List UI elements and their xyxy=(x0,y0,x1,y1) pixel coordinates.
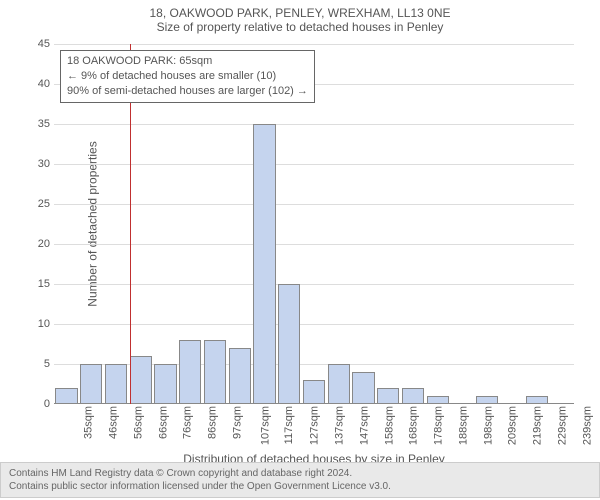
y-tick-label: 20 xyxy=(20,238,50,250)
x-tick-label: 46sqm xyxy=(108,406,120,439)
gridline xyxy=(54,204,574,205)
x-tick-label: 229sqm xyxy=(556,406,568,445)
x-tick-label: 137sqm xyxy=(334,406,346,445)
histogram-bar xyxy=(328,364,350,404)
histogram-bar xyxy=(303,380,325,404)
x-tick-label: 97sqm xyxy=(231,406,243,439)
x-tick-label: 158sqm xyxy=(383,406,395,445)
histogram-bar xyxy=(278,284,300,404)
x-tick-label: 219sqm xyxy=(532,406,544,445)
y-tick-label: 35 xyxy=(20,118,50,130)
histogram-bar xyxy=(154,364,176,404)
y-tick-label: 45 xyxy=(20,38,50,50)
histogram-bar xyxy=(105,364,127,404)
histogram-bar xyxy=(427,396,449,404)
y-tick-label: 25 xyxy=(20,198,50,210)
histogram-bar xyxy=(204,340,226,404)
footer-line: Contains HM Land Registry data © Crown c… xyxy=(9,467,591,480)
footer: Contains HM Land Registry data © Crown c… xyxy=(0,462,600,498)
histogram-bar xyxy=(377,388,399,404)
x-tick-label: 188sqm xyxy=(457,406,469,445)
x-tick-label: 178sqm xyxy=(433,406,445,445)
x-tick-label: 56sqm xyxy=(132,406,144,439)
footer-line: Contains public sector information licen… xyxy=(9,480,591,493)
histogram-bar xyxy=(526,396,548,404)
y-tick-label: 15 xyxy=(20,278,50,290)
x-tick-label: 117sqm xyxy=(284,406,296,444)
x-tick-label: 209sqm xyxy=(507,406,519,445)
page-title: 18, OAKWOOD PARK, PENLEY, WREXHAM, LL13 … xyxy=(0,0,600,20)
y-tick-label: 30 xyxy=(20,158,50,170)
annotation-line: 18 OAKWOOD PARK: 65sqm xyxy=(67,54,308,69)
chart-area: Number of detached properties 0510152025… xyxy=(54,44,574,404)
gridline xyxy=(54,284,574,285)
y-tick-label: 10 xyxy=(20,318,50,330)
annotation-box: 18 OAKWOOD PARK: 65sqm ← 9% of detached … xyxy=(60,50,315,103)
x-tick-label: 76sqm xyxy=(182,406,194,439)
histogram-bar xyxy=(80,364,102,404)
histogram-bar xyxy=(55,388,77,404)
x-tick-label: 239sqm xyxy=(581,406,593,445)
histogram-bar xyxy=(253,124,275,404)
gridline xyxy=(54,124,574,125)
page-subtitle: Size of property relative to detached ho… xyxy=(0,20,600,38)
plot-region: 05101520253035404535sqm46sqm56sqm66sqm76… xyxy=(54,44,574,404)
y-tick-label: 0 xyxy=(20,398,50,410)
x-tick-label: 168sqm xyxy=(408,406,420,445)
gridline xyxy=(54,244,574,245)
histogram-bar xyxy=(402,388,424,404)
histogram-bar xyxy=(179,340,201,404)
y-tick-label: 5 xyxy=(20,358,50,370)
x-tick-label: 86sqm xyxy=(207,406,219,439)
annotation-line: 90% of semi-detached houses are larger (… xyxy=(67,84,308,99)
histogram-bar xyxy=(476,396,498,404)
x-tick-label: 35sqm xyxy=(83,406,95,439)
x-tick-label: 198sqm xyxy=(482,406,494,445)
gridline xyxy=(54,324,574,325)
gridline xyxy=(54,44,574,45)
x-tick-label: 66sqm xyxy=(157,406,169,439)
x-tick-label: 147sqm xyxy=(358,406,370,445)
x-tick-label: 107sqm xyxy=(259,406,271,445)
y-tick-label: 40 xyxy=(20,78,50,90)
gridline xyxy=(54,164,574,165)
histogram-bar xyxy=(229,348,251,404)
histogram-bar xyxy=(130,356,152,404)
histogram-bar xyxy=(352,372,374,404)
annotation-line: ← 9% of detached houses are smaller (10) xyxy=(67,69,308,84)
x-tick-label: 127sqm xyxy=(309,406,321,445)
